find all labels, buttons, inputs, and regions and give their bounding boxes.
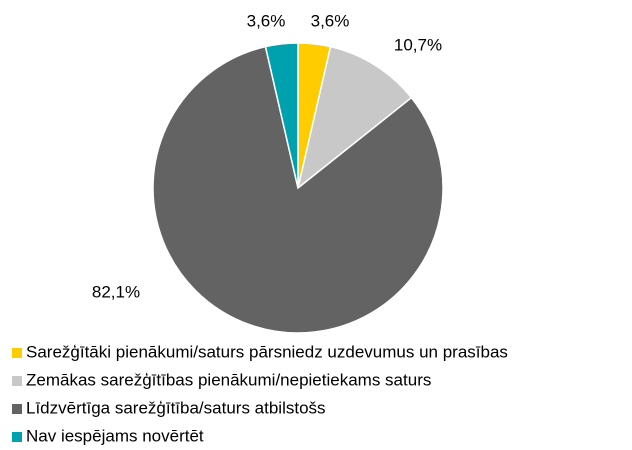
data-label: 10,7%: [394, 35, 442, 54]
pie-slice: [264, 42, 299, 189]
data-label: 82,1%: [92, 282, 140, 301]
legend-swatch: [12, 348, 22, 358]
legend-swatch: [12, 376, 22, 386]
legend-swatch: [12, 404, 22, 414]
legend-label: Nav iespējams novērtēt: [26, 426, 204, 445]
legend-label: Līdzvērtīga sarežģītība/saturs atbilstoš…: [26, 398, 326, 417]
pie-slice: [152, 45, 444, 334]
data-label: 3,6%: [311, 11, 350, 30]
legend-label: Zemākas sarežģītības pienākumi/nepietiek…: [26, 370, 431, 389]
legend-label: Sarežģītāki pienākumi/saturs pārsniedz u…: [26, 342, 508, 361]
legend-swatch: [12, 432, 22, 442]
data-label: 3,6%: [247, 11, 286, 30]
pie-slice: [296, 45, 413, 190]
